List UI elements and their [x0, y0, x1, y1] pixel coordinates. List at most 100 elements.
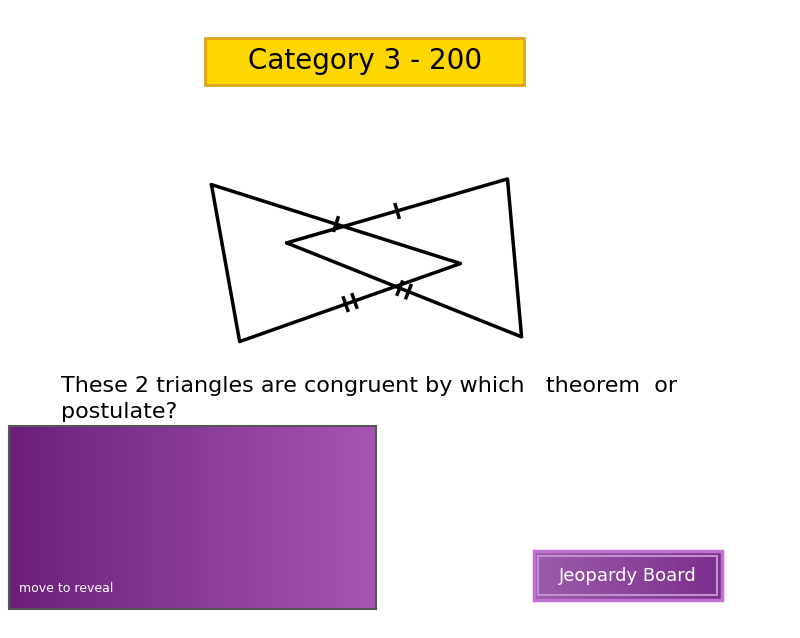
Bar [46, 426, 53, 609]
Bar [339, 426, 346, 609]
Bar [612, 551, 616, 600]
Bar [656, 551, 660, 600]
Bar [631, 551, 635, 600]
Bar [235, 426, 242, 609]
Bar [534, 551, 538, 600]
Bar [223, 426, 230, 609]
Bar [694, 551, 698, 600]
Bar [662, 551, 666, 600]
Bar [95, 426, 102, 609]
Bar [248, 426, 254, 609]
Bar [358, 426, 365, 609]
Bar [64, 426, 71, 609]
Bar [58, 426, 66, 609]
Bar [712, 551, 717, 600]
Bar [597, 551, 601, 600]
Bar [260, 426, 267, 609]
Bar [174, 426, 182, 609]
Bar [77, 426, 84, 609]
Bar [653, 551, 657, 600]
Bar [546, 551, 550, 600]
Bar [687, 551, 691, 600]
Bar [678, 551, 682, 600]
Bar [537, 551, 541, 600]
Bar [138, 426, 145, 609]
Bar [568, 551, 572, 600]
Bar [674, 551, 679, 600]
Text: Category 3 - 200: Category 3 - 200 [247, 47, 482, 75]
Bar [581, 551, 585, 600]
Bar [309, 426, 316, 609]
Bar [574, 551, 578, 600]
Bar [710, 551, 714, 600]
Bar [703, 551, 707, 600]
Bar [131, 426, 138, 609]
Bar [628, 551, 632, 600]
Bar [370, 426, 377, 609]
Bar [82, 426, 90, 609]
Bar [690, 551, 694, 600]
Bar [89, 426, 96, 609]
Bar [198, 426, 206, 609]
Bar [205, 426, 212, 609]
Bar [718, 551, 722, 600]
Bar [351, 426, 358, 609]
Bar [594, 551, 598, 600]
Bar [217, 426, 224, 609]
Bar [34, 426, 41, 609]
Bar [640, 551, 644, 600]
Bar [230, 426, 236, 609]
Bar [22, 426, 29, 609]
Bar [540, 551, 544, 600]
Bar [284, 426, 291, 609]
Bar [364, 426, 370, 609]
Bar [114, 426, 120, 609]
Bar [559, 551, 563, 600]
Bar [126, 426, 133, 609]
Bar [562, 551, 566, 600]
Bar [10, 426, 17, 609]
Bar [650, 551, 654, 600]
FancyBboxPatch shape [205, 38, 524, 85]
Bar [550, 551, 554, 600]
Bar [70, 426, 78, 609]
Bar [584, 551, 588, 600]
Bar [606, 551, 610, 600]
Bar [327, 426, 334, 609]
Bar [681, 551, 685, 600]
Text: Jeopardy Board: Jeopardy Board [559, 567, 697, 584]
Bar [706, 551, 710, 600]
Bar [646, 551, 650, 600]
Bar [321, 426, 328, 609]
Bar [168, 426, 175, 609]
Bar [565, 551, 569, 600]
Bar [556, 551, 560, 600]
Bar [697, 551, 701, 600]
Bar [107, 426, 114, 609]
Bar [297, 426, 303, 609]
Bar [162, 426, 169, 609]
Bar [302, 426, 310, 609]
Text: These 2 triangles are congruent by which   theorem  or: These 2 triangles are congruent by which… [61, 376, 678, 396]
Bar [672, 551, 676, 600]
Bar [700, 551, 704, 600]
Bar [211, 426, 218, 609]
Bar [315, 426, 322, 609]
Bar [637, 551, 642, 600]
Bar [587, 551, 591, 600]
Bar [278, 426, 286, 609]
Bar [346, 426, 353, 609]
Bar [666, 551, 670, 600]
Bar [150, 426, 157, 609]
Bar [254, 426, 261, 609]
Bar [590, 551, 594, 600]
Bar [52, 426, 59, 609]
Bar [618, 551, 622, 600]
Bar [193, 426, 200, 609]
Bar [290, 426, 298, 609]
Bar [553, 551, 557, 600]
Bar [622, 551, 626, 600]
Bar [684, 551, 688, 600]
Bar [144, 426, 151, 609]
Bar [615, 551, 619, 600]
